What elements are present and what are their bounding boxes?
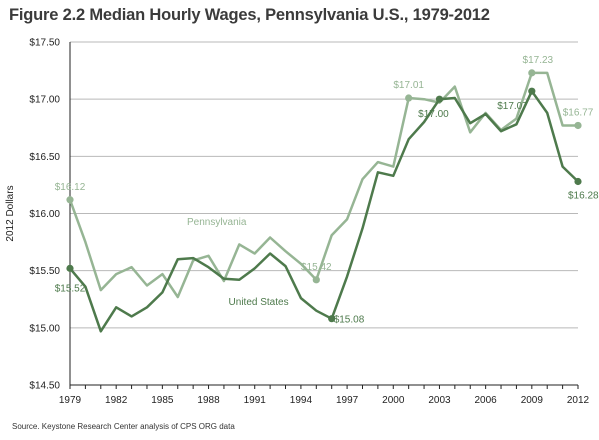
y-tick-label: $16.00 bbox=[29, 209, 60, 220]
x-tick-label: 2006 bbox=[475, 395, 498, 406]
y-tick-label: $14.50 bbox=[29, 381, 60, 392]
x-tick-label: 1985 bbox=[151, 395, 174, 406]
x-tick-label: 1979 bbox=[59, 395, 82, 406]
y-tick-label: $17.00 bbox=[29, 95, 60, 106]
data-label: $15.08 bbox=[334, 315, 365, 326]
data-point bbox=[435, 95, 444, 103]
data-point bbox=[405, 94, 413, 102]
x-tick-label: 2012 bbox=[567, 395, 590, 406]
y-tick-label: $15.50 bbox=[29, 266, 60, 277]
data-point bbox=[528, 69, 536, 77]
data-point bbox=[66, 264, 74, 272]
series-label-united-states: United States bbox=[229, 297, 289, 308]
chart-title: Figure 2.2 Median Hourly Wages, Pennsylv… bbox=[9, 6, 490, 24]
data-label: $17.07 bbox=[497, 101, 528, 112]
x-tick-label: 2000 bbox=[382, 395, 405, 406]
data-point bbox=[574, 121, 582, 130]
source-note: Source. Keystone Research Center analysi… bbox=[12, 422, 235, 431]
data-label: $16.28 bbox=[568, 190, 599, 201]
y-tick-label: $15.00 bbox=[29, 323, 60, 334]
y-tick-label: $16.50 bbox=[29, 152, 60, 163]
data-label: $15.52 bbox=[55, 283, 86, 294]
x-tick-label: 1991 bbox=[244, 395, 267, 406]
data-point bbox=[528, 87, 536, 95]
x-tick-label: 1988 bbox=[197, 395, 220, 406]
data-point bbox=[574, 177, 582, 186]
data-point bbox=[66, 196, 74, 204]
x-tick-label: 2003 bbox=[428, 395, 451, 406]
x-tick-label: 1997 bbox=[336, 395, 359, 406]
x-tick-label: 2009 bbox=[521, 395, 544, 406]
y-axis-label: 2012 Dollars bbox=[5, 185, 16, 241]
y-tick-label: $17.50 bbox=[29, 38, 60, 49]
data-label: $17.00 bbox=[418, 109, 449, 120]
data-point bbox=[312, 276, 320, 284]
data-label: $16.77 bbox=[563, 107, 594, 118]
series-label-pennsylvania: Pennsylvania bbox=[187, 217, 247, 228]
data-label: $17.01 bbox=[393, 80, 424, 91]
data-label: $15.42 bbox=[301, 262, 332, 273]
data-label: $16.12 bbox=[55, 182, 86, 193]
x-tick-label: 1982 bbox=[105, 395, 128, 406]
data-label: $17.23 bbox=[523, 55, 554, 66]
data-point bbox=[328, 315, 336, 323]
x-tick-label: 1994 bbox=[290, 395, 313, 406]
series-line-united-states bbox=[69, 89, 579, 333]
